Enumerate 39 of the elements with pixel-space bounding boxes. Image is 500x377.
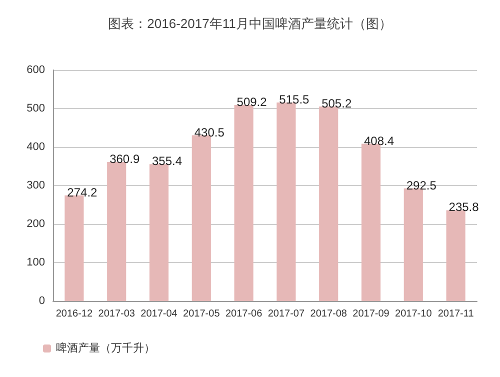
y-tick-label: 400 bbox=[26, 141, 45, 153]
data-label: 360.9 bbox=[110, 152, 140, 166]
y-tick-label: 0 bbox=[38, 295, 45, 307]
bar bbox=[192, 135, 211, 301]
x-tick-label: 2016-12 bbox=[56, 308, 93, 320]
bar bbox=[361, 144, 381, 301]
data-label: 235.8 bbox=[448, 200, 480, 214]
y-tick-label: 200 bbox=[26, 218, 45, 230]
y-tick-label: 500 bbox=[26, 102, 45, 114]
x-tick-label: 2017-07 bbox=[268, 308, 305, 320]
data-label: 515.5 bbox=[279, 92, 310, 107]
x-tick-label: 2017-04 bbox=[140, 308, 178, 320]
bar bbox=[319, 106, 338, 301]
y-tick-label: 300 bbox=[26, 180, 45, 192]
y-tick-label: 600 bbox=[26, 64, 45, 76]
x-tick-label: 2017-05 bbox=[183, 308, 220, 320]
x-tick-label: 2017-08 bbox=[310, 308, 348, 320]
legend-label: 啤酒产量（万千升） bbox=[56, 342, 155, 354]
data-label: 509.2 bbox=[236, 94, 268, 109]
x-tick-label: 2017-11 bbox=[438, 308, 474, 320]
y-tick-label: 100 bbox=[26, 256, 45, 268]
data-label: 292.5 bbox=[406, 178, 437, 192]
x-tick-label: 2017-09 bbox=[352, 308, 390, 320]
data-label: 408.4 bbox=[364, 134, 394, 148]
bar bbox=[149, 164, 169, 301]
x-tick-label: 2017-10 bbox=[395, 308, 432, 320]
bar bbox=[107, 162, 126, 301]
x-tick-label: 2017-03 bbox=[98, 308, 136, 320]
bar bbox=[446, 210, 466, 301]
chart-title: 图表：2016-2017年11月中国啤酒产量统计（图） bbox=[108, 16, 392, 31]
bar bbox=[64, 195, 84, 301]
data-label: 430.5 bbox=[194, 125, 225, 140]
bar bbox=[276, 102, 296, 301]
bar bbox=[404, 188, 423, 301]
data-label: 274.2 bbox=[67, 185, 98, 200]
bar bbox=[234, 104, 254, 301]
data-label: 355.4 bbox=[152, 154, 182, 168]
data-label: 505.2 bbox=[322, 96, 352, 110]
x-tick-label: 2017-06 bbox=[225, 308, 263, 320]
